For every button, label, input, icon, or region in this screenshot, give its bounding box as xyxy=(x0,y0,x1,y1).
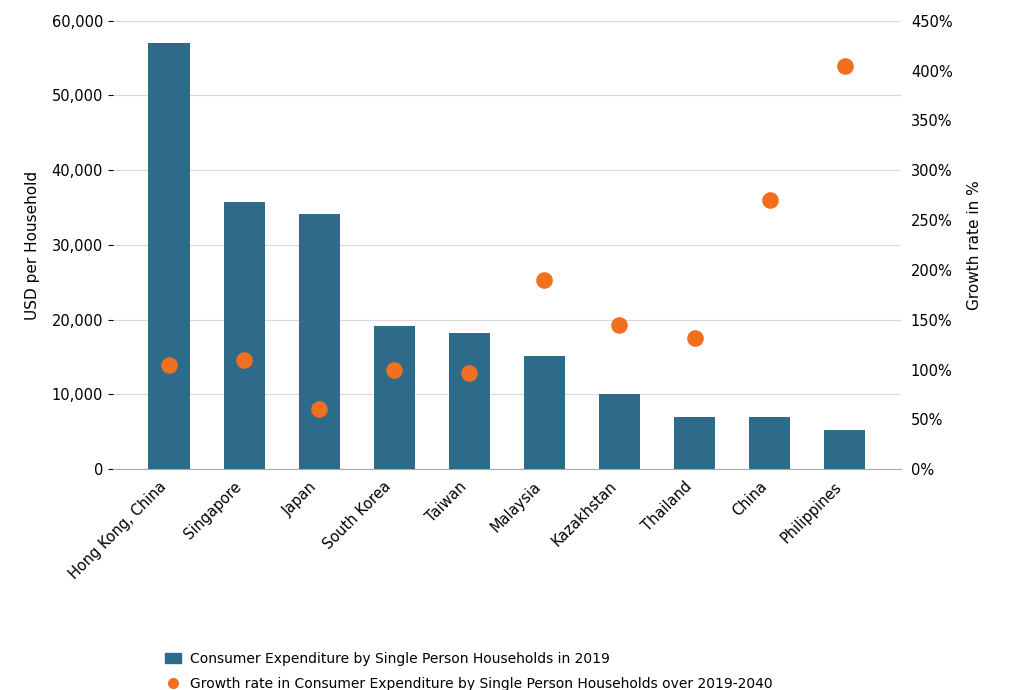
Bar xyxy=(148,43,189,469)
Point xyxy=(611,319,628,331)
Bar xyxy=(449,333,490,469)
Bar xyxy=(523,355,565,469)
Y-axis label: USD per Household: USD per Household xyxy=(26,170,40,319)
Legend: Consumer Expenditure by Single Person Households in 2019, Growth rate in Consume: Consumer Expenditure by Single Person Ho… xyxy=(159,647,778,690)
Bar xyxy=(674,417,715,469)
Point xyxy=(686,332,702,343)
Bar xyxy=(299,214,340,469)
Point xyxy=(311,404,328,415)
Point xyxy=(461,367,477,378)
Bar xyxy=(824,431,865,469)
Point xyxy=(236,354,252,365)
Bar xyxy=(749,417,791,469)
Y-axis label: Growth rate in %: Growth rate in % xyxy=(967,180,982,310)
Point xyxy=(386,364,402,375)
Point xyxy=(537,275,553,286)
Point xyxy=(837,60,853,71)
Point xyxy=(161,359,177,370)
Bar xyxy=(223,201,265,469)
Bar xyxy=(599,395,640,469)
Point xyxy=(762,195,778,206)
Bar xyxy=(374,326,415,469)
